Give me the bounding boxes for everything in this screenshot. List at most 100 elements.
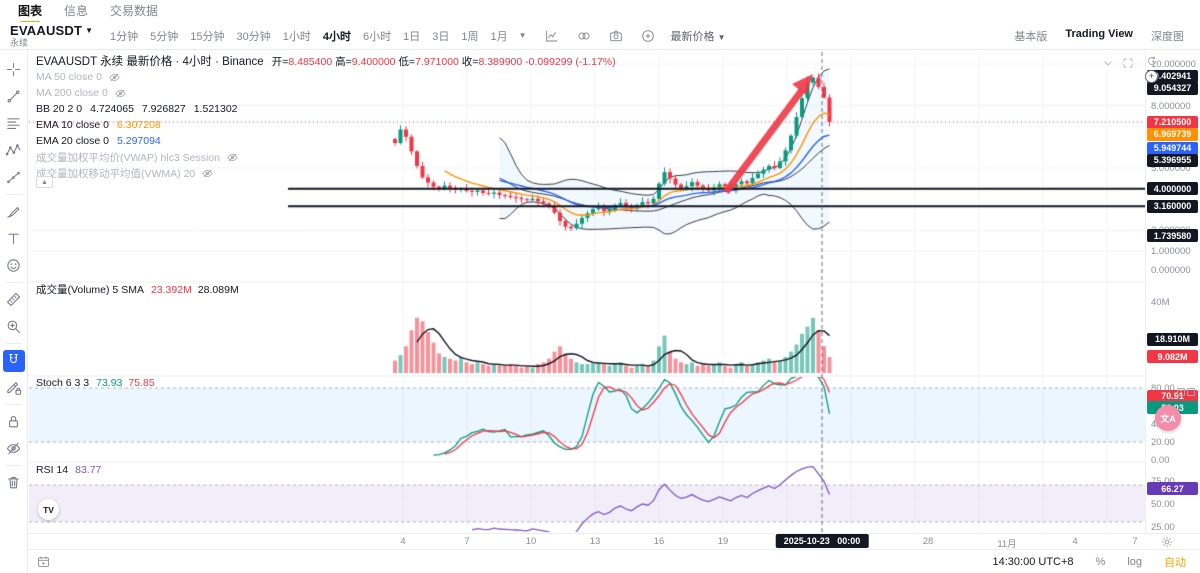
- forecast-tool-icon[interactable]: [3, 167, 25, 189]
- indicator-row[interactable]: EMA 20 close 0 5.297094: [36, 133, 616, 149]
- stoch-badge: 70.91: [1147, 389, 1198, 403]
- pane-box-icon[interactable]: [1187, 388, 1195, 396]
- indicator-row[interactable]: BB 20 2 0 4.724065 7.926827 1.521302: [36, 101, 616, 117]
- ohlc-value: 8.389900: [478, 56, 526, 68]
- ruler-tool-icon[interactable]: [3, 289, 25, 311]
- indicator-row[interactable]: MA 200 close 0: [36, 85, 616, 101]
- interval-1分钟[interactable]: 1分钟: [110, 30, 139, 43]
- toolbar-separator: [5, 465, 22, 466]
- bb-lower-badge: 1.739580: [1147, 229, 1198, 243]
- auto-scale-button[interactable]: 自动: [1164, 556, 1186, 569]
- volume-axis-label: 40M: [1151, 296, 1170, 308]
- eye-off-icon[interactable]: [201, 167, 214, 180]
- interval-1日[interactable]: 1日: [403, 30, 421, 43]
- toolbar-separator: [5, 194, 22, 195]
- pencil-lock-tool-icon[interactable]: [3, 377, 25, 399]
- time-axis-tick: 4: [400, 536, 406, 547]
- interval-4小时[interactable]: 4小时: [322, 30, 351, 43]
- topnav-tab-信息[interactable]: 信息: [64, 3, 89, 18]
- top-navigation: 图表 信息 交易数据: [0, 0, 1200, 23]
- eye-off-icon[interactable]: [114, 87, 127, 100]
- mode-tab-深度图[interactable]: 深度图: [1151, 30, 1184, 43]
- indicator-label: EMA 20 close 0: [36, 135, 109, 147]
- time-axis-settings-gear-icon[interactable]: [1160, 535, 1174, 549]
- topnav-tab-交易数据[interactable]: 交易数据: [110, 3, 159, 18]
- pane-collapse-icon[interactable]: [1102, 56, 1114, 68]
- translate-float-button[interactable]: 文A: [1155, 405, 1181, 431]
- symbol-selector[interactable]: EVAAUSDT ▼ 永续: [0, 23, 105, 49]
- mode-tab-trading-view[interactable]: Trading View: [1065, 27, 1133, 40]
- eye-off-icon[interactable]: [226, 151, 239, 164]
- zoom-tool-icon[interactable]: [3, 316, 25, 338]
- indicator-row[interactable]: MA 50 close 0: [36, 69, 616, 85]
- topnav-tab-图表[interactable]: 图表: [18, 0, 42, 23]
- interval-1月[interactable]: 1月: [490, 30, 508, 43]
- add-alert-plus-icon[interactable]: +: [1145, 70, 1158, 83]
- volume-legend-row[interactable]: 成交量(Volume) 5 SMA 23.392M 28.089M: [36, 282, 245, 297]
- alert-plus-icon[interactable]: [639, 27, 657, 45]
- pane-add-icon[interactable]: [1177, 386, 1185, 396]
- chevron-down-icon: ▼: [85, 25, 94, 35]
- magnet-tool-icon[interactable]: [2, 349, 25, 372]
- ohlc-key: 开=: [271, 56, 289, 68]
- interval-1小时[interactable]: 1小时: [282, 30, 311, 43]
- interval-6小时[interactable]: 6小时: [363, 30, 392, 43]
- rsi-badge: 66.27: [1147, 482, 1198, 496]
- stoch-legend-row[interactable]: Stoch 6 3 3 73.93 75.85: [36, 377, 161, 389]
- clock-timezone-button[interactable]: 14:30:00 UTC+8: [992, 555, 1074, 568]
- interval-15分钟[interactable]: 15分钟: [190, 30, 225, 43]
- rsi-legend-row[interactable]: RSI 14 83.77: [36, 464, 107, 476]
- symbol-legend-row[interactable]: EVAAUSDT 永续 最新价格 · 4小时 · Binance 开=8.485…: [36, 53, 616, 69]
- price-source-dropdown[interactable]: 最新价格 ▼: [670, 30, 726, 43]
- eye-off-tool-icon[interactable]: [3, 438, 25, 460]
- legend-collapse-button[interactable]: ▲: [36, 176, 53, 188]
- goto-date-calendar-icon[interactable]: [36, 554, 52, 570]
- indicator-value: 6.307208: [116, 119, 161, 131]
- emoji-tool-icon[interactable]: [3, 255, 25, 277]
- time-axis-tick: 7: [1132, 536, 1138, 547]
- indicator-row[interactable]: EMA 10 close 0 6.307208: [36, 117, 616, 133]
- trendline-tool-icon[interactable]: [3, 86, 25, 108]
- crosshair-tool-icon[interactable]: [3, 59, 25, 81]
- last-price-badge: 7.210500: [1147, 115, 1198, 129]
- indicator-row[interactable]: 成交量加权平均价(VWAP) hlc3 Session: [36, 149, 616, 165]
- level-316-badge: 3.160000: [1147, 199, 1198, 213]
- log-scale-button[interactable]: log: [1127, 555, 1142, 568]
- toolbar-separator: [5, 282, 22, 283]
- indicator-legend-rows: MA 50 close 0 MA 200 close 0 BB 20 2 0 4.72…: [36, 69, 616, 181]
- interval-30分钟[interactable]: 30分钟: [236, 30, 271, 43]
- volume-badge: 9.082M: [1147, 350, 1198, 364]
- pane-legend-value: 75.85: [128, 377, 155, 389]
- text-tool-icon[interactable]: [3, 228, 25, 250]
- interval-5分钟[interactable]: 5分钟: [150, 30, 179, 43]
- eye-off-icon[interactable]: [108, 71, 121, 84]
- time-axis-tick: 4: [1072, 536, 1078, 547]
- pane-legend-value: 73.93: [96, 377, 123, 389]
- indicators-icon[interactable]: [543, 27, 561, 45]
- pane-maximize-icon[interactable]: [1122, 56, 1134, 68]
- percent-scale-button[interactable]: %: [1095, 555, 1106, 568]
- interval-more-button[interactable]: ▼: [518, 31, 527, 40]
- indicator-row[interactable]: 成交量加权移动平均值(VWMA) 20: [36, 165, 616, 181]
- indicator-label: BB 20 2 0: [36, 103, 83, 115]
- time-axis[interactable]: [0, 533, 1200, 549]
- tradingview-logo[interactable]: TV: [38, 499, 59, 520]
- fib-tool-icon[interactable]: [3, 113, 25, 135]
- symbol-legend-title: EVAAUSDT 永续 最新价格 · 4小时 · Binance: [36, 56, 264, 68]
- interval-1周[interactable]: 1周: [461, 30, 479, 43]
- camera-snapshot-icon[interactable]: [607, 27, 625, 45]
- symbol-name: EVAAUSDT: [10, 22, 83, 38]
- compare-overlay-icon[interactable]: [575, 27, 593, 45]
- chart-mode-tabs: 基本版 Trading View 深度图: [1014, 28, 1200, 44]
- pattern-tool-icon[interactable]: [3, 140, 25, 162]
- mode-tab-基本版[interactable]: 基本版: [1014, 30, 1048, 43]
- lock-tool-icon[interactable]: [3, 411, 25, 433]
- reset-price-scale-icon[interactable]: [1146, 54, 1158, 66]
- trash-tool-icon[interactable]: [3, 472, 25, 494]
- brush-tool-icon[interactable]: [3, 201, 25, 223]
- symbol-type-label: 永续: [10, 37, 29, 48]
- indicator-label: 成交量加权移动平均值(VWMA) 20: [36, 167, 196, 180]
- interval-3日[interactable]: 3日: [432, 30, 450, 43]
